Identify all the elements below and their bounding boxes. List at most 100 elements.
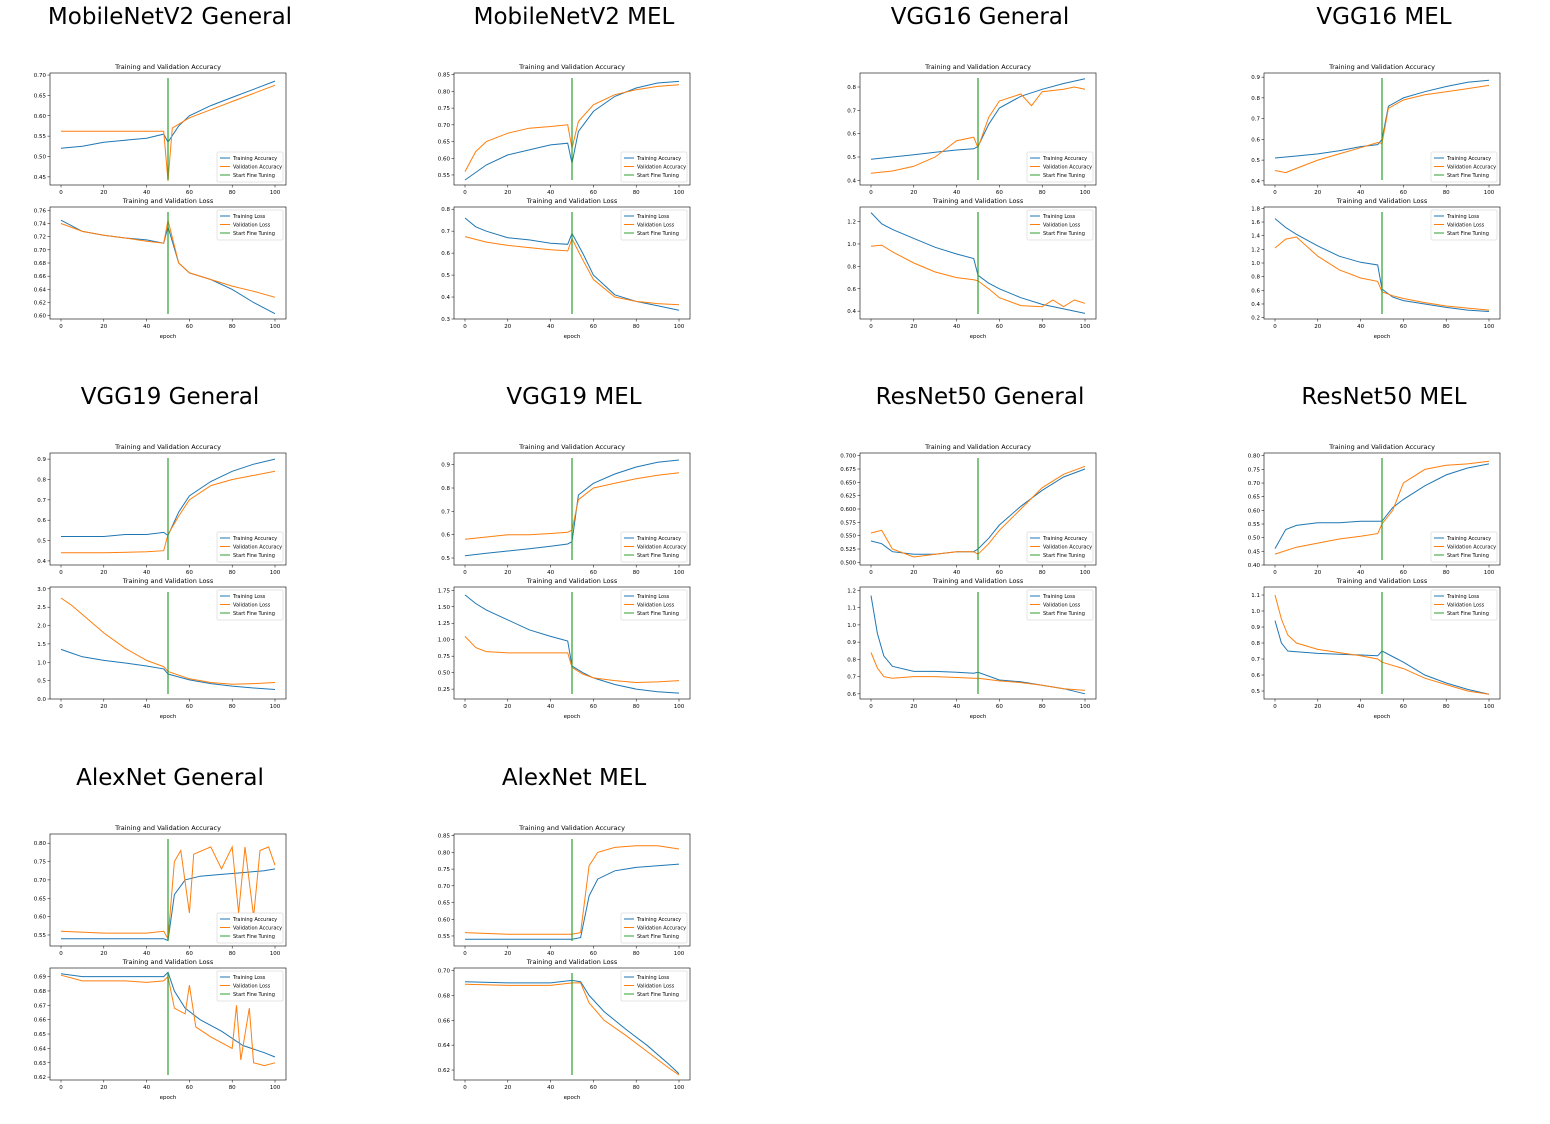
acc-x-tick-label: 80: [229, 190, 236, 196]
acc-y-tick-label: 0.675: [840, 467, 856, 473]
loss-validation-line: [60, 597, 276, 685]
x-axis-label: epoch: [564, 334, 581, 340]
loss-y-tick-label: 0.76: [34, 208, 47, 214]
x-axis-label: epoch: [160, 1095, 177, 1101]
loss-x-tick-label: 0: [869, 704, 873, 710]
loss-legend-label: Training Loss: [1042, 594, 1076, 600]
acc-subplot-title: Training and Validation Accuracy: [114, 824, 221, 832]
panel-title: ResNet50 MEL: [1301, 384, 1467, 410]
acc-y-tick-label: 0.700: [840, 454, 856, 460]
loss-y-tick-label: 0.4: [1251, 302, 1260, 308]
acc-legend-label: Start Fine Tuning: [1447, 173, 1489, 179]
acc-legend-box: [1026, 151, 1094, 183]
acc-x-tick-label: 40: [953, 570, 960, 576]
x-axis-label: epoch: [564, 714, 581, 720]
acc-y-tick-label: 0.8: [1251, 96, 1260, 102]
acc-y-tick-label: 0.60: [438, 917, 451, 923]
acc-y-tick-label: 0.85: [438, 73, 451, 79]
acc-x-tick-label: 100: [1484, 190, 1495, 196]
loss-x-tick-label: 80: [1039, 324, 1046, 330]
loss-x-tick-label: 20: [100, 324, 107, 330]
acc-y-tick-label: 0.9: [441, 463, 450, 469]
loss-y-tick-label: 0.6: [1251, 288, 1260, 294]
acc-x-tick-label: 40: [143, 570, 150, 576]
loss-y-tick-label: 0.8: [847, 657, 856, 663]
acc-x-tick-label: 0: [59, 190, 63, 196]
loss-x-tick-label: 100: [270, 324, 281, 330]
acc-y-tick-label: 0.65: [438, 140, 451, 146]
loss-y-tick-label: 0.4: [847, 309, 856, 315]
panel-title: VGG19 General: [80, 384, 260, 410]
loss-legend-box: [1430, 209, 1498, 241]
acc-y-tick-label: 0.7: [37, 498, 46, 504]
acc-y-tick-label: 0.55: [1248, 522, 1261, 528]
acc-x-tick-label: 80: [633, 190, 640, 196]
loss-legend-label: Validation Loss: [233, 603, 271, 609]
loss-legend-box: [1026, 209, 1094, 241]
loss-legend-label: Training Loss: [232, 214, 266, 220]
acc-legend-label: Training Accuracy: [232, 917, 277, 923]
acc-x-tick-label: 20: [910, 570, 917, 576]
loss-legend-label: Start Fine Tuning: [637, 992, 679, 998]
loss-validation-line: [60, 974, 276, 1067]
panel-chart-svg: Training and Validation Accuracy 0 20 40 60 8…: [1248, 443, 1501, 720]
loss-y-tick-label: 0.60: [34, 314, 47, 320]
acc-x-tick-label: 40: [953, 190, 960, 196]
loss-subplot-title: Training and Validation Loss: [932, 577, 1024, 585]
acc-legend-label: Validation Accuracy: [1043, 165, 1092, 171]
acc-legend-label: Start Fine Tuning: [637, 553, 679, 559]
acc-legend-box: [216, 151, 284, 183]
loss-y-tick-label: 0.7: [441, 229, 450, 235]
acc-x-tick-label: 60: [186, 951, 193, 957]
acc-y-tick-label: 0.9: [37, 457, 46, 463]
acc-subplot-title: Training and Validation Accuracy: [924, 63, 1031, 71]
acc-x-tick-label: 60: [1400, 570, 1407, 576]
x-axis-label: epoch: [1374, 334, 1391, 340]
acc-legend-label: Validation Accuracy: [1043, 545, 1092, 551]
acc-x-tick-label: 100: [674, 570, 685, 576]
loss-legend-label: Start Fine Tuning: [1043, 231, 1085, 237]
panel-title: AlexNet MEL: [501, 765, 647, 791]
loss-y-tick-label: 1.00: [438, 638, 451, 644]
acc-legend-label: Start Fine Tuning: [1043, 173, 1085, 179]
loss-legend-label: Training Loss: [636, 594, 670, 600]
panel-title: VGG16 MEL: [1316, 4, 1452, 30]
acc-y-tick-label: 0.600: [840, 507, 856, 513]
loss-x-tick-label: 60: [590, 704, 597, 710]
acc-y-tick-label: 0.70: [438, 884, 451, 890]
loss-subplot-title: Training and Validation Loss: [1336, 197, 1428, 205]
acc-x-tick-label: 20: [100, 951, 107, 957]
loss-x-tick-label: 100: [1080, 704, 1091, 710]
loss-x-tick-label: 60: [186, 324, 193, 330]
loss-x-tick-label: 60: [996, 324, 1003, 330]
loss-x-tick-label: 40: [1357, 324, 1364, 330]
acc-subplot-title: Training and Validation Accuracy: [518, 443, 625, 451]
loss-legend-label: Training Loss: [636, 214, 670, 220]
loss-y-tick-label: 1.0: [1251, 261, 1260, 267]
loss-subplot-title: Training and Validation Loss: [122, 577, 214, 585]
acc-y-tick-label: 0.7: [1251, 117, 1260, 123]
acc-x-tick-label: 20: [1314, 570, 1321, 576]
panel-chart-svg: Training and Validation Accuracy 0 20 40 60 8…: [847, 63, 1097, 340]
loss-x-tick-label: 60: [1400, 704, 1407, 710]
acc-legend-label: Start Fine Tuning: [233, 934, 275, 940]
acc-training-line: [1274, 463, 1490, 549]
acc-x-tick-label: 60: [590, 951, 597, 957]
acc-y-tick-label: 0.40: [1248, 563, 1261, 569]
loss-y-tick-label: 0.64: [34, 287, 47, 293]
acc-y-tick-label: 0.9: [1251, 75, 1260, 81]
loss-training-line: [870, 212, 1086, 314]
loss-legend-box: [620, 970, 688, 1002]
loss-x-tick-label: 100: [270, 704, 281, 710]
loss-y-tick-label: 1.0: [1251, 609, 1260, 615]
acc-x-tick-label: 80: [633, 570, 640, 576]
loss-legend-label: Validation Loss: [1447, 603, 1485, 609]
acc-legend-label: Start Fine Tuning: [637, 934, 679, 940]
acc-y-tick-label: 0.50: [1248, 536, 1261, 542]
loss-y-tick-label: 0.8: [847, 264, 856, 270]
acc-legend-label: Training Accuracy: [1042, 156, 1087, 162]
acc-subplot-title: Training and Validation Accuracy: [1328, 63, 1435, 71]
acc-y-tick-label: 0.575: [840, 520, 856, 526]
loss-y-tick-label: 0.5: [441, 273, 450, 279]
loss-training-line: [1274, 218, 1490, 312]
